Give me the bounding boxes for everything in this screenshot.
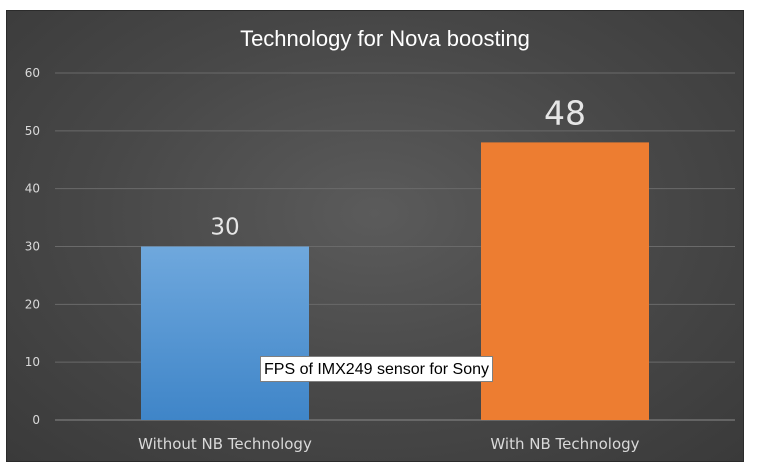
data-label-1: 30	[210, 215, 239, 241]
y-tick-label: 40	[25, 182, 40, 196]
y-tick-label: 30	[25, 240, 40, 254]
category-label-2: With NB Technology	[490, 435, 639, 453]
y-tick-label: 50	[25, 124, 40, 138]
chart-title: Technology for Nova boosting	[240, 26, 530, 51]
y-axis-ticks: 0 10 20 30 40 50 60	[25, 66, 40, 427]
y-tick-label: 20	[25, 297, 40, 311]
y-tick-label: 0	[32, 413, 40, 427]
y-tick-label: 10	[25, 355, 40, 369]
chart-annotation: FPS of IMX249 sensor for Sony	[260, 356, 493, 382]
y-tick-label: 60	[25, 66, 40, 80]
category-labels: Without NB Technology With NB Technology	[138, 435, 640, 453]
bar-1	[141, 246, 309, 420]
category-label-1: Without NB Technology	[138, 435, 312, 453]
data-label-2: 48	[544, 93, 586, 132]
data-labels: 30 48	[210, 93, 586, 240]
bar-2	[481, 142, 649, 420]
bars	[141, 142, 649, 420]
